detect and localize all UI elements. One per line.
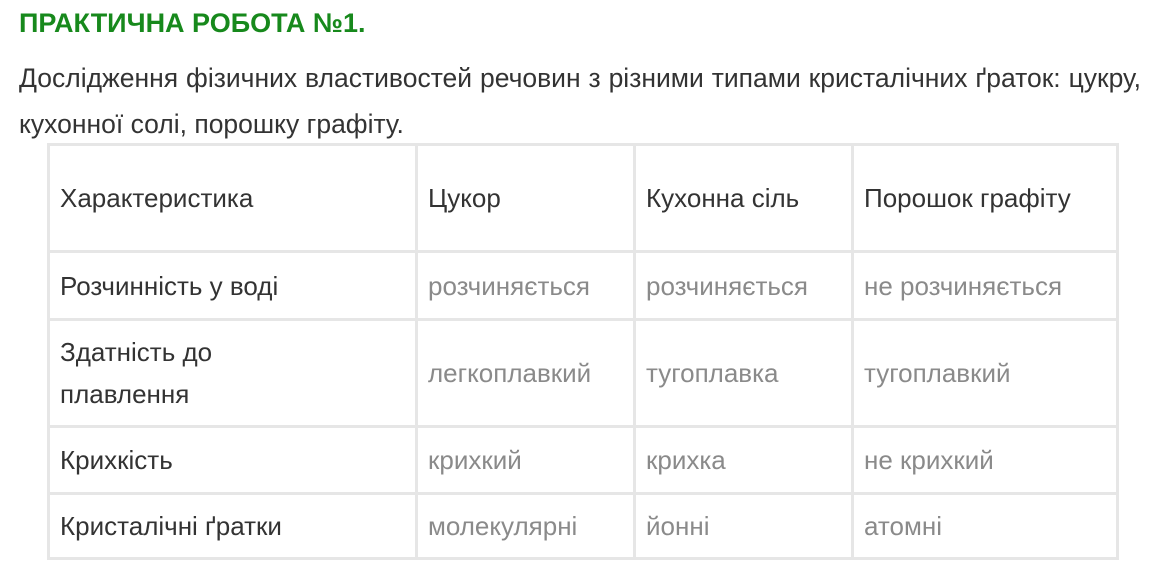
intro-text: Дослідження фізичних властивостей речови…	[19, 63, 1141, 139]
table-cell: не розчиняється	[851, 250, 1119, 321]
table-cell: крихкий	[415, 425, 636, 495]
header-cell: Порошок графіту	[851, 143, 1119, 253]
table-cell: не крихкий	[851, 425, 1119, 495]
table-cell: йонні	[633, 492, 854, 560]
row-label: Здатність до плавлення	[47, 318, 418, 428]
row-label: Розчинність у воді	[47, 250, 418, 321]
table-cell: розчиняється	[415, 250, 636, 321]
header-cell: Характеристика	[47, 143, 418, 253]
row-label: Крихкість	[47, 425, 418, 495]
row-label: Кристалічні ґратки	[47, 492, 418, 560]
header-cell: Цукор	[415, 143, 636, 253]
table-cell: легкоплавкий	[415, 318, 636, 428]
properties-table: Характеристика Цукор Кухонна сіль Порошо…	[47, 143, 1119, 560]
page-title: ПРАКТИЧНА РОБОТА №1.	[19, 8, 366, 38]
table-row: Кристалічні ґратки молекулярні йонні ато…	[47, 492, 1119, 560]
table-cell: молекулярні	[415, 492, 636, 560]
table-cell: тугоплавкий	[851, 318, 1119, 428]
table-header-row: Характеристика Цукор Кухонна сіль Порошо…	[47, 143, 1119, 253]
table-cell: тугоплавка	[633, 318, 854, 428]
table-row: Здатність до плавлення легкоплавкий туго…	[47, 318, 1119, 428]
header-cell: Кухонна сіль	[633, 143, 854, 253]
table-cell: крихка	[633, 425, 854, 495]
table-row: Розчинність у воді розчиняється розчиняє…	[47, 250, 1119, 321]
table-row: Крихкість крихкий крихка не крихкий	[47, 425, 1119, 495]
table-cell: розчиняється	[633, 250, 854, 321]
table-cell: атомні	[851, 492, 1119, 560]
